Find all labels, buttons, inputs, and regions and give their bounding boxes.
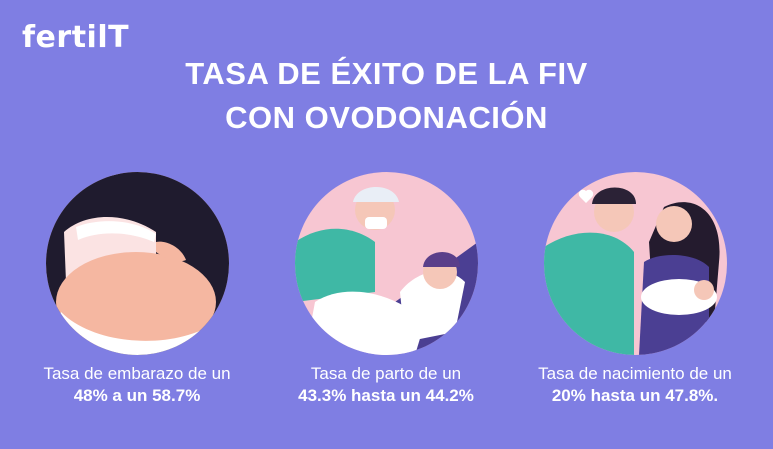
family-newborn-illustration-icon <box>543 172 727 355</box>
title-line-1: TASA DE ÉXITO DE LA FIV <box>185 56 588 91</box>
caption-line-1: Tasa de embarazo de un <box>43 364 231 383</box>
caption-line-2: 43.3% hasta un 44.2% <box>298 386 474 405</box>
caption-line-1: Tasa de parto de un <box>310 364 462 383</box>
caption-line-1: Tasa de nacimiento de un <box>538 364 732 383</box>
brand-logo: fertilT <box>22 20 130 55</box>
doctor-patient-illustration-icon <box>294 172 478 355</box>
card-caption: Tasa de embarazo de un 48% a un 58.7% <box>12 363 262 407</box>
page-title: TASA DE ÉXITO DE LA FIV CON OVODONACIÓN <box>0 52 773 140</box>
card-delivery: Tasa de parto de un 43.3% hasta un 44.2% <box>261 172 511 407</box>
caption-line-2: 48% a un 58.7% <box>73 386 201 405</box>
title-line-2: CON OVODONACIÓN <box>225 100 548 135</box>
card-caption: Tasa de nacimiento de un 20% hasta un 47… <box>510 363 760 407</box>
card-pregnancy: Tasa de embarazo de un 48% a un 58.7% <box>12 172 262 407</box>
caption-line-2: 20% hasta un 47.8%. <box>551 386 719 405</box>
card-birth: Tasa de nacimiento de un 20% hasta un 47… <box>510 172 760 407</box>
pregnant-belly-illustration-icon <box>45 172 229 355</box>
card-caption: Tasa de parto de un 43.3% hasta un 44.2% <box>261 363 511 407</box>
